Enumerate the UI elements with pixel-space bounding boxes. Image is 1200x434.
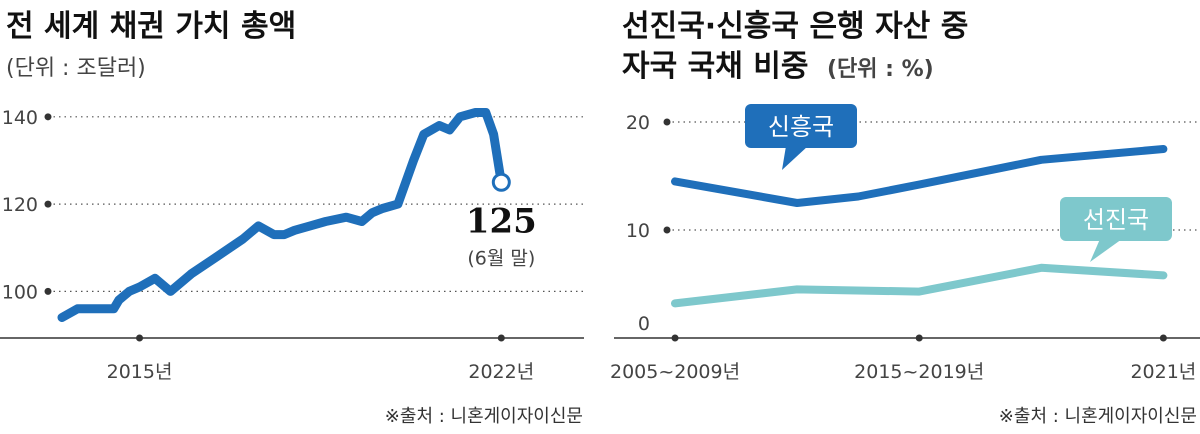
left-annotation-value: 125 [466,201,537,241]
legend-callout-advanced: 선진국 [1060,197,1172,262]
left-y-tick-label: 140 [2,107,38,129]
left-series-line [57,108,506,322]
legend-callout-emerging-tail [782,146,808,170]
right-x-tick-label: 2021년 [1130,361,1196,383]
left-chart-unit-note: (단위 : 조달러) [6,56,146,81]
left-x-tick-label: 2022년 [468,361,534,383]
left-x-tick-dot [136,334,144,342]
left-y-tick-dot [44,287,52,295]
left-x-tick-dot [497,334,505,342]
right-y-tick-label: 10 [626,220,650,242]
right-chart-title-line2: 자국 국채 비중 (단위 : %) [622,49,934,84]
right-y-tick-dot [663,226,671,234]
right-series-line-advanced [671,263,1168,308]
left-y-tick-label: 100 [2,281,38,303]
left-x-ticks: 2015년 2022년 [107,334,534,383]
right-x-tick-dot [915,334,923,342]
left-chart: 전 세계 채권 가치 총액 (단위 : 조달러) 100 120 140 2015년… [0,9,584,427]
legend-callout-emerging-label: 신흥국 [768,113,834,141]
left-annotation-note: (6월 말) [467,247,535,269]
left-chart-title: 전 세계 채권 가치 총액 [6,9,296,44]
right-x-tick-dot [671,334,679,342]
right-x-tick-label: 2015~2019년 [854,361,984,383]
legend-callout-advanced-box [1060,197,1172,241]
left-x-tick-label: 2015년 [107,361,173,383]
legend-callout-emerging: 신흥국 [745,104,857,170]
left-endpoint-marker [491,172,511,192]
left-y-tick-dot [44,113,52,121]
left-y-tick-label: 120 [2,194,38,216]
legend-callout-advanced-tail [1090,239,1122,262]
right-y-tick-label: 20 [626,112,650,134]
left-y-tick-dot [44,200,52,208]
right-chart-unit-note: (단위 : %) [827,57,934,82]
right-chart-title-line2-text: 자국 국채 비중 [622,49,809,84]
right-chart: 선진국·신흥국 은행 자산 중 자국 국채 비중 (단위 : %) 01020 … [610,9,1200,427]
right-source: ※출처 : 니혼게이자이신문 [999,406,1197,427]
right-x-tick-label: 2005~2009년 [610,361,740,383]
right-y-ticks: 0 10 20 [626,112,671,335]
left-y-ticks: 100 120 140 [2,107,52,303]
legend-callout-emerging-box [745,104,857,148]
right-x-ticks: 2005~2009년 2015~2019년 2021년 [610,334,1196,383]
right-y-tick-dot [663,118,671,126]
left-source: ※출처 : 니혼게이자이신문 [385,406,583,427]
right-y-tick-label: 0 [638,313,650,335]
right-series-line-emerging [671,145,1168,207]
legend-callout-advanced-label: 선진국 [1083,206,1149,234]
right-chart-title-line1: 선진국·신흥국 은행 자산 중 [622,9,968,44]
right-x-tick-dot [1159,334,1167,342]
